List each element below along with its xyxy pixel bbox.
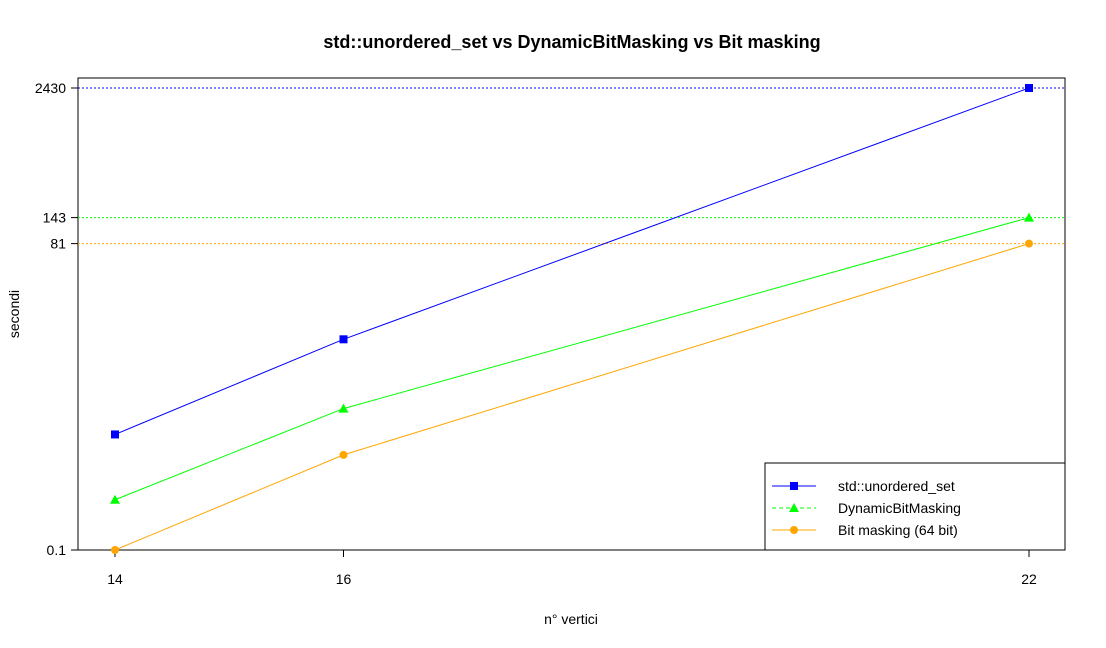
legend-marker xyxy=(790,482,798,490)
series-line xyxy=(114,217,1030,501)
data-point xyxy=(110,494,120,504)
y-axis-label: secondi xyxy=(6,290,22,338)
x-tick-label: 14 xyxy=(107,571,123,587)
y-tick-label: 143 xyxy=(43,210,67,226)
legend-marker xyxy=(790,526,798,534)
data-point xyxy=(1024,212,1034,222)
reference-lines xyxy=(78,87,1065,245)
legend-box xyxy=(764,462,1066,551)
chart-title: std::unordered_set vs DynamicBitMasking … xyxy=(323,32,820,52)
data-point xyxy=(338,403,349,413)
x-axis: 14 16 22 xyxy=(107,550,1037,587)
y-tick-label: 81 xyxy=(50,236,66,252)
data-point xyxy=(111,430,119,439)
series-line xyxy=(114,87,1030,435)
legend-marker xyxy=(789,503,799,512)
x-tick-label: 16 xyxy=(336,571,352,587)
series-group xyxy=(110,84,1034,554)
x-tick-label: 22 xyxy=(1021,571,1037,587)
x-axis-label: n° vertici xyxy=(544,611,598,627)
data-point xyxy=(1025,239,1033,248)
data-point xyxy=(339,450,348,459)
data-point xyxy=(339,335,348,344)
data-point xyxy=(1025,84,1033,92)
data-point xyxy=(111,546,119,554)
plot-frame xyxy=(77,77,1066,551)
y-axis: 0.1 81 143 2430 xyxy=(35,80,78,558)
legend-label: DynamicBitMasking xyxy=(838,500,961,516)
legend-label: Bit masking (64 bit) xyxy=(838,522,958,538)
y-tick-label: 0.1 xyxy=(47,542,67,558)
y-tick-label: 2430 xyxy=(35,80,66,96)
legend-label: std::unordered_set xyxy=(838,478,955,494)
